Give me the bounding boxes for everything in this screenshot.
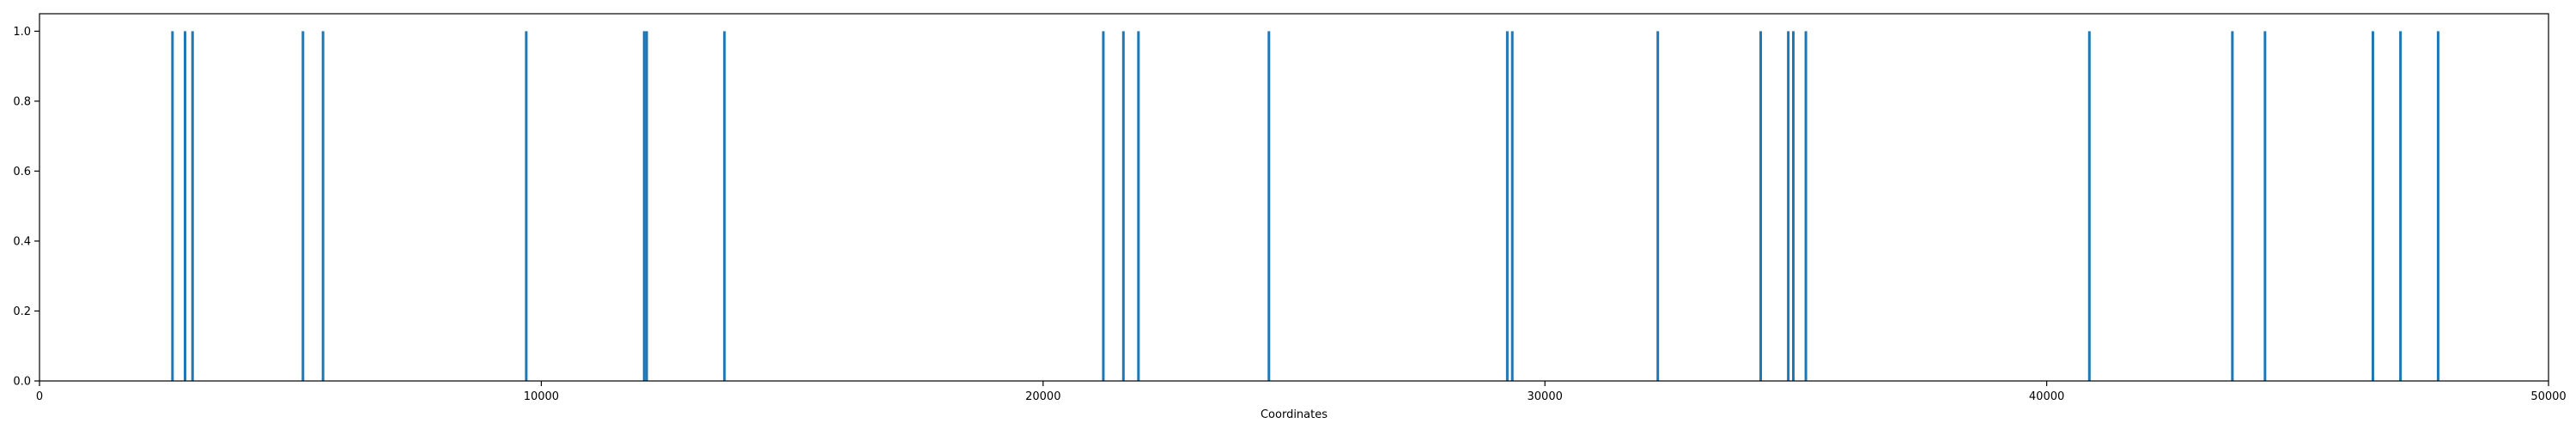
bar bbox=[1656, 31, 1660, 381]
bar bbox=[642, 31, 646, 381]
bar bbox=[1759, 31, 1762, 381]
bar bbox=[1267, 31, 1271, 381]
bar bbox=[2371, 31, 2374, 381]
x-tick-label: 40000 bbox=[2029, 390, 2064, 403]
bar bbox=[301, 31, 305, 381]
bars-layer bbox=[171, 31, 2439, 381]
bar bbox=[1102, 31, 1105, 381]
bar bbox=[2231, 31, 2234, 381]
bar bbox=[2263, 31, 2267, 381]
y-tick-label: 0.6 bbox=[13, 166, 31, 178]
bar bbox=[2399, 31, 2403, 381]
ticks-layer: 0 10000 20000 30000 40000 50000 0.0 0.2 0.4 0.6 0.… bbox=[13, 26, 2566, 403]
bar bbox=[1804, 31, 1807, 381]
y-tick-label: 0.8 bbox=[13, 95, 31, 108]
bar bbox=[1791, 31, 1795, 381]
bar bbox=[1137, 31, 1140, 381]
y-tick-label: 0.2 bbox=[13, 305, 31, 318]
bar bbox=[1505, 31, 1509, 381]
bar bbox=[183, 31, 186, 381]
x-axis-label: Coordinates bbox=[1261, 408, 1327, 421]
x-tick-label: 10000 bbox=[524, 390, 559, 403]
x-tick-label: 0 bbox=[36, 390, 43, 403]
bar bbox=[171, 31, 174, 381]
bar bbox=[723, 31, 726, 381]
bar bbox=[1510, 31, 1514, 381]
bar bbox=[2087, 31, 2091, 381]
bar bbox=[645, 31, 648, 381]
bar bbox=[1787, 31, 1790, 381]
x-tick-label: 20000 bbox=[1025, 390, 1060, 403]
bar bbox=[321, 31, 325, 381]
bar bbox=[2436, 31, 2439, 381]
plot-frame bbox=[39, 13, 2549, 382]
bar bbox=[1121, 31, 1125, 381]
y-tick-label: 0.4 bbox=[13, 235, 31, 248]
bar bbox=[525, 31, 528, 381]
x-tick-label: 50000 bbox=[2530, 390, 2566, 403]
axes-layer bbox=[39, 13, 2549, 382]
y-tick-label: 1.0 bbox=[13, 26, 31, 39]
y-tick-label: 0.0 bbox=[13, 376, 31, 389]
x-tick-label: 30000 bbox=[1528, 390, 1563, 403]
bar bbox=[191, 31, 194, 381]
